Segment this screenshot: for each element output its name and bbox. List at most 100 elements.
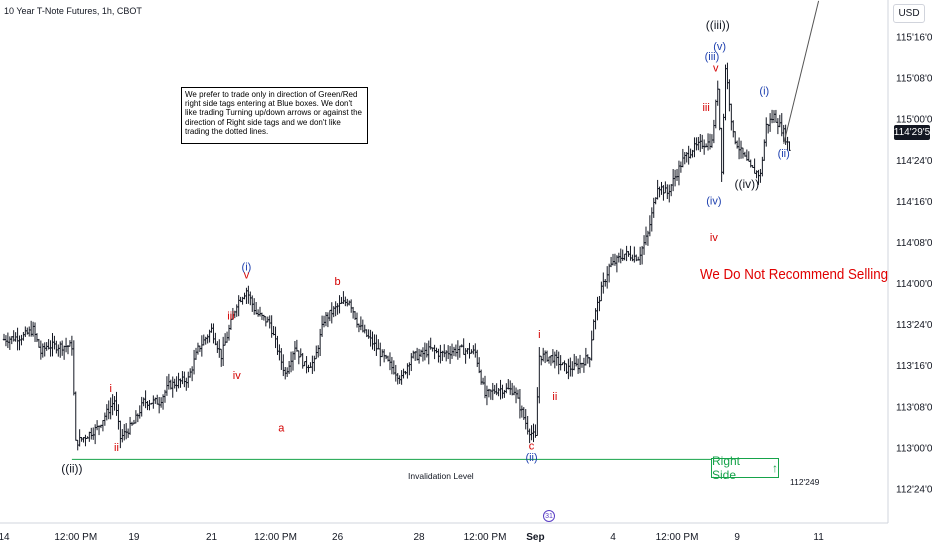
ohlc-bar xyxy=(732,120,735,138)
ohlc-bar xyxy=(287,361,291,375)
ohlc-bar xyxy=(33,322,37,342)
ohlc-bar xyxy=(413,351,417,361)
ohlc-bar xyxy=(425,343,429,358)
ohlc-bar xyxy=(720,127,723,182)
wave-label: ii xyxy=(114,442,119,454)
wave-label: (i) xyxy=(759,86,769,98)
ohlc-bar xyxy=(336,303,339,315)
ohlc-bar xyxy=(70,335,74,356)
ohlc-bar xyxy=(788,141,791,151)
ohlc-bar xyxy=(452,346,456,357)
ohlc-bar xyxy=(512,385,516,396)
ohlc-bar xyxy=(346,298,349,307)
ohlc-bar xyxy=(410,353,413,372)
ohlc-bar xyxy=(660,181,663,195)
ohlc-bar xyxy=(625,245,628,262)
wave-label: (iv) xyxy=(706,196,721,208)
ohlc-bar xyxy=(192,349,196,375)
ohlc-bar xyxy=(258,306,262,317)
ohlc-bar xyxy=(103,412,107,426)
ohlc-bar xyxy=(540,355,543,366)
ohlc-bar xyxy=(8,336,12,350)
ohlc-bar xyxy=(6,332,10,349)
ohlc-bar xyxy=(605,266,609,289)
wave-label: iv xyxy=(710,232,718,244)
ohlc-bar xyxy=(196,342,200,355)
ohlc-bar xyxy=(111,394,114,416)
ohlc-bar xyxy=(326,312,330,328)
ohlc-bar xyxy=(55,340,58,354)
ohlc-bar xyxy=(253,298,256,315)
ohlc-bar xyxy=(770,109,774,124)
ohlc-bar xyxy=(278,344,281,361)
y-tick-label: 115'00'0 xyxy=(896,115,932,126)
ohlc-bar xyxy=(320,315,324,337)
ohlc-bar xyxy=(156,394,159,405)
ohlc-bar xyxy=(218,339,221,358)
ohlc-bar xyxy=(57,344,60,357)
wave-label: ((iv)) xyxy=(735,177,760,191)
ohlc-bar xyxy=(381,349,384,358)
wave-label: iii xyxy=(702,102,709,114)
ohlc-bar xyxy=(722,113,725,175)
ohlc-bar xyxy=(53,335,56,350)
ohlc-bar xyxy=(260,312,264,320)
ohlc-bar xyxy=(576,358,580,374)
ohlc-bar xyxy=(532,423,535,443)
ohlc-bar xyxy=(51,333,54,357)
x-tick-label: 28 xyxy=(413,532,425,543)
ohlc-bar xyxy=(388,352,392,371)
ohlc-bar xyxy=(615,255,619,273)
ohlc-bar xyxy=(497,388,500,397)
y-tick-label: 114'00'0 xyxy=(896,279,932,290)
x-tick-label: 14 xyxy=(0,532,10,543)
ohlc-bar xyxy=(330,302,333,324)
ohlc-bar xyxy=(148,399,151,411)
ohlc-bar xyxy=(175,376,178,392)
ohlc-bar xyxy=(518,388,522,419)
ohlc-bar xyxy=(124,423,128,440)
ohlc-bar xyxy=(677,160,681,186)
ohlc-bar xyxy=(274,326,277,349)
ohlc-bar xyxy=(334,301,337,317)
ohlc-bar xyxy=(351,306,355,319)
ohlc-bar xyxy=(190,366,194,382)
ohlc-bar xyxy=(536,387,539,437)
ohlc-bar xyxy=(454,344,458,357)
calendar-session-icon[interactable]: 31 xyxy=(543,510,555,522)
ohlc-bar xyxy=(344,296,347,307)
ohlc-bar xyxy=(39,340,43,360)
ohlc-bar xyxy=(179,378,182,388)
ohlc-bar xyxy=(695,137,698,151)
ohlc-bar xyxy=(88,431,91,442)
ohlc-bar xyxy=(256,309,260,317)
currency-button[interactable]: USD xyxy=(893,4,925,23)
y-tick-label: 113'16'0 xyxy=(896,361,932,372)
ohlc-bar xyxy=(648,215,652,237)
x-tick-label: 4 xyxy=(610,532,616,543)
ohlc-bar xyxy=(687,145,690,165)
invalidation-value: 112'249 xyxy=(790,477,820,487)
ohlc-bar xyxy=(301,353,304,369)
ohlc-bar xyxy=(671,169,675,192)
ohlc-bar xyxy=(491,382,494,401)
ohlc-bar xyxy=(417,348,421,364)
ohlc-bar xyxy=(772,110,776,123)
ohlc-bar xyxy=(90,427,93,440)
ohlc-bar xyxy=(547,356,551,364)
x-tick-label: 26 xyxy=(332,532,344,543)
projection-path xyxy=(783,0,820,144)
ohlc-bar xyxy=(328,309,332,322)
ohlc-bar xyxy=(18,335,21,351)
ohlc-bar xyxy=(526,415,529,435)
ohlc-bar xyxy=(617,252,621,263)
ohlc-bar xyxy=(718,88,721,131)
ohlc-bar xyxy=(567,358,570,380)
ohlc-bar xyxy=(49,340,52,357)
ohlc-bar xyxy=(359,316,363,331)
ohlc-bar xyxy=(446,345,450,360)
ohlc-bar xyxy=(220,348,223,367)
ohlc-bar xyxy=(611,253,615,266)
ohlc-bar xyxy=(318,328,322,356)
